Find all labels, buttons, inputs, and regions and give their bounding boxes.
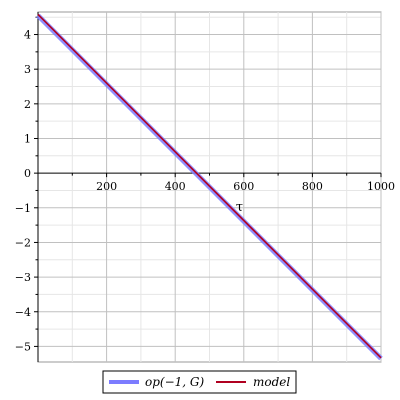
series-line-model — [37, 13, 382, 359]
x-tick-label: 600 — [233, 180, 254, 193]
y-tick-label: −1 — [15, 202, 31, 215]
series-lines — [36, 13, 383, 361]
y-tick-label: −2 — [15, 236, 31, 249]
minor-grid — [38, 12, 381, 362]
legend: op(−1, G) model — [102, 370, 297, 394]
tick-labels: 200 400 600 800 1000 −5 −4 −3 −2 −1 0 1 2 3 4 — [15, 29, 395, 354]
x-axis-label: τ — [236, 200, 243, 215]
y-tick-label: 4 — [24, 29, 31, 42]
legend-label-op: op(−1, G) — [145, 375, 204, 389]
y-tick-label: −3 — [15, 271, 31, 284]
y-tick-label: 0 — [24, 167, 31, 180]
y-tick-label: 3 — [24, 63, 31, 76]
axes — [34, 12, 382, 362]
x-tick-label: 400 — [165, 180, 186, 193]
y-tick-label: −5 — [15, 340, 31, 353]
major-grid — [38, 12, 382, 362]
y-tick-label: 2 — [24, 98, 31, 111]
legend-box — [102, 370, 297, 394]
legend-label-model: model — [253, 375, 290, 389]
x-tick-label: 200 — [96, 180, 117, 193]
x-tick-label: 1000 — [367, 180, 395, 193]
x-tick-label: 800 — [302, 180, 323, 193]
y-tick-label: −4 — [15, 306, 31, 319]
y-tick-label: 1 — [24, 132, 31, 145]
